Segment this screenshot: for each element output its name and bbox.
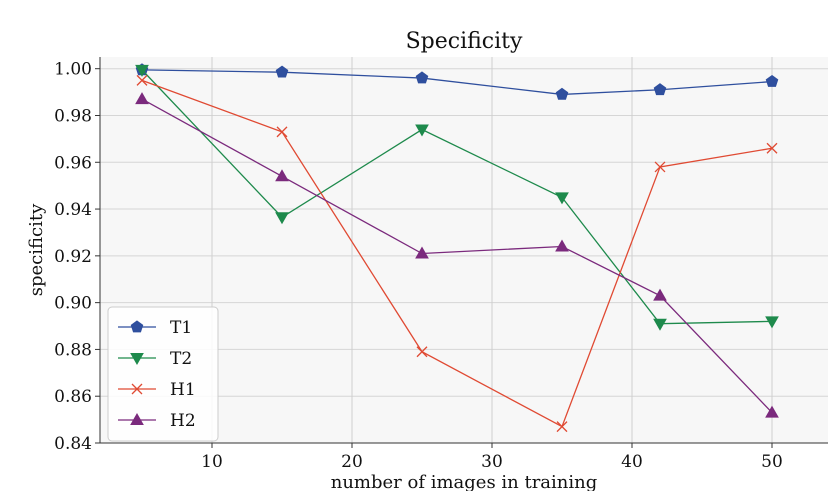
data-point-h1	[556, 421, 568, 433]
data-point-t2	[765, 316, 779, 329]
y-tick-label: 0.88	[54, 340, 92, 360]
data-point-h2	[555, 239, 569, 252]
data-point-h1	[766, 142, 778, 154]
data-point-t2	[415, 124, 429, 137]
y-tick-label: 0.98	[54, 106, 92, 126]
legend-label-t2: T2	[170, 349, 192, 369]
data-point-t1	[555, 87, 569, 100]
y-tick-label: 0.86	[54, 387, 92, 407]
x-tick-label: 50	[761, 452, 783, 472]
data-point-h2	[765, 405, 779, 418]
series-line-t2	[141, 69, 773, 325]
legend-marker-t1	[130, 320, 144, 333]
legend-marker-h2	[130, 412, 144, 425]
data-point-h2	[415, 246, 429, 259]
data-point-t2	[653, 318, 667, 331]
x-axis-label: number of images in training	[331, 472, 598, 491]
data-point-t1	[653, 83, 667, 96]
data-point-t2	[135, 64, 149, 77]
data-point-t1	[415, 71, 429, 84]
plot-area	[100, 57, 828, 443]
series-t2	[135, 64, 779, 331]
data-point-t1	[275, 65, 289, 78]
legend-label-h2: H2	[170, 411, 196, 431]
x-tick-label: 20	[341, 452, 363, 472]
y-tick-label: 0.90	[54, 294, 92, 314]
series-line-t1	[141, 69, 773, 96]
x-tick-label: 40	[621, 452, 643, 472]
data-point-t2	[275, 212, 289, 225]
legend-item-h2: H2	[118, 411, 196, 431]
legend-box	[107, 306, 219, 442]
data-point-t2	[555, 192, 569, 205]
data-point-h2	[135, 92, 149, 105]
data-point-h1	[654, 161, 666, 173]
series-layer	[135, 63, 779, 433]
y-tick-label: 0.84	[54, 434, 92, 454]
y-axis-label: specificity	[26, 203, 47, 296]
legend-label-h1: H1	[170, 380, 196, 400]
series-line-h2	[141, 98, 773, 414]
series-h1	[136, 74, 778, 433]
tick-labels: 0.84 0.86 0.88 0.90 0.92 0.94 0.96 0.98 1.00 10 20…	[54, 60, 783, 472]
legend-label-t1: T1	[170, 318, 192, 338]
data-point-h2	[653, 288, 667, 301]
y-tick-label: 0.96	[54, 153, 92, 173]
x-tick-label: 10	[201, 452, 223, 472]
axes	[95, 57, 828, 448]
series-line-h1	[141, 79, 773, 428]
data-point-h1	[136, 74, 148, 86]
y-tick-label: 0.94	[54, 200, 92, 220]
legend-marker-t2	[130, 353, 144, 366]
data-point-h1	[276, 126, 288, 138]
data-point-h2	[275, 169, 289, 182]
legend-item-h1: H1	[118, 380, 196, 400]
legend-item-t2: T2	[118, 349, 192, 369]
y-tick-label: 1.00	[54, 60, 92, 80]
series-h2	[135, 92, 779, 418]
x-tick-label: 30	[481, 452, 503, 472]
legend-item-t1: T1	[118, 318, 192, 338]
y-tick-label: 0.92	[54, 247, 92, 267]
legend: T1 T2 H1 H2	[107, 306, 219, 442]
data-point-t1	[765, 74, 779, 87]
legend-marker-h1	[131, 383, 143, 395]
data-point-h1	[416, 346, 428, 358]
chart-title: Specificity	[406, 29, 523, 54]
